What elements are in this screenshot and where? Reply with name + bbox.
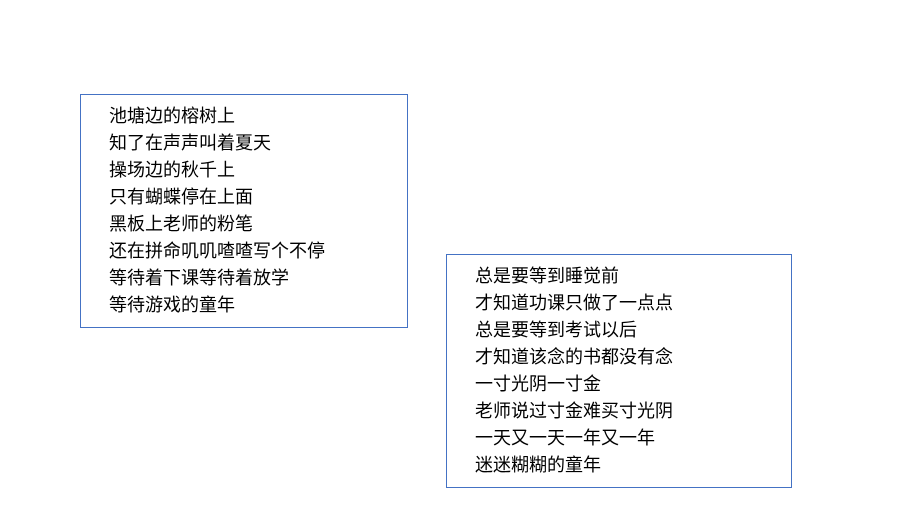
poem-line: 一天又一天一年又一年: [475, 425, 763, 452]
poem-line: 总是要等到睡觉前: [475, 263, 763, 290]
poem-line: 操场边的秋千上: [109, 157, 379, 184]
poem-line: 才知道该念的书都没有念: [475, 344, 763, 371]
poem-line: 老师说过寸金难买寸光阴: [475, 398, 763, 425]
poem-line: 知了在声声叫着夏天: [109, 130, 379, 157]
poem-line: 黑板上老师的粉笔: [109, 211, 379, 238]
poem-line: 等待游戏的童年: [109, 292, 379, 319]
poem-line: 池塘边的榕树上: [109, 103, 379, 130]
poem-line: 还在拼命叽叽喳喳写个不停: [109, 238, 379, 265]
poem-line: 迷迷糊糊的童年: [475, 452, 763, 479]
poem-line: 总是要等到考试以后: [475, 317, 763, 344]
poem-box-right: 总是要等到睡觉前 才知道功课只做了一点点 总是要等到考试以后 才知道该念的书都没…: [446, 254, 792, 488]
poem-line: 才知道功课只做了一点点: [475, 290, 763, 317]
poem-line: 等待着下课等待着放学: [109, 265, 379, 292]
poem-line: 一寸光阴一寸金: [475, 371, 763, 398]
poem-line: 只有蝴蝶停在上面: [109, 184, 379, 211]
poem-box-left: 池塘边的榕树上 知了在声声叫着夏天 操场边的秋千上 只有蝴蝶停在上面 黑板上老师…: [80, 94, 408, 328]
